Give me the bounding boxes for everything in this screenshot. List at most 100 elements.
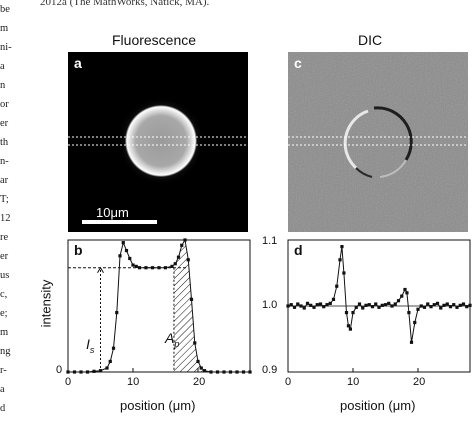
data-point — [289, 303, 293, 307]
data-point — [105, 366, 109, 370]
data-point — [215, 370, 220, 374]
data-point — [344, 311, 349, 315]
data-point — [445, 302, 449, 306]
data-point — [455, 305, 459, 309]
data-point — [118, 254, 122, 258]
data-point — [426, 302, 430, 306]
panel-d-ytick-1.1: 1.1 — [262, 235, 278, 247]
data-point — [364, 303, 368, 307]
is-marker-arrow — [97, 266, 104, 273]
series-line — [287, 246, 471, 343]
data-point — [228, 370, 233, 374]
data-point — [315, 303, 319, 307]
margin-text-line: e; — [0, 308, 8, 319]
data-point — [354, 305, 358, 309]
data-point — [222, 370, 226, 374]
panel-b-xtick-10: 10 — [127, 376, 140, 388]
data-point — [413, 320, 417, 325]
margin-text-line: be — [0, 4, 10, 15]
data-point — [338, 258, 342, 262]
scale-bar-label: 10μm — [96, 205, 129, 220]
panel-d-xtick-20: 20 — [413, 376, 426, 388]
data-point — [235, 370, 239, 374]
margin-text-line: T; — [0, 194, 9, 205]
panel-d-xtick-0: 0 — [285, 376, 292, 388]
data-point — [400, 294, 404, 298]
data-point — [186, 258, 190, 262]
data-point — [461, 302, 466, 306]
margin-text-line: n — [0, 80, 6, 91]
data-point — [299, 304, 303, 308]
margin-text-line: er — [0, 251, 9, 262]
data-point — [468, 303, 472, 307]
data-point — [439, 306, 443, 310]
data-point — [128, 256, 132, 261]
data-point — [248, 370, 252, 374]
data-point — [124, 248, 129, 253]
data-point — [173, 262, 177, 266]
data-point — [442, 303, 446, 307]
data-point — [331, 297, 336, 301]
data-point — [432, 303, 436, 307]
panel-d-plot — [286, 239, 472, 373]
data-point — [193, 341, 197, 345]
margin-text-line: or — [0, 99, 9, 110]
panel-c-label: c — [294, 55, 302, 71]
data-point — [115, 311, 119, 315]
panel-d-ytick-1.0: 1.0 — [262, 299, 278, 311]
data-point — [409, 340, 414, 344]
data-point — [85, 370, 90, 374]
data-point — [312, 305, 316, 309]
margin-text-line: 12 — [0, 213, 11, 224]
data-point — [180, 243, 184, 247]
data-point — [335, 284, 339, 288]
data-point — [405, 291, 409, 295]
panel-a-fluorescence-image — [68, 52, 248, 232]
data-point — [416, 307, 420, 311]
data-point — [318, 302, 323, 306]
margin-text-line: re — [0, 232, 9, 243]
data-point — [72, 370, 77, 374]
data-point — [189, 297, 194, 301]
data-point — [241, 370, 246, 374]
data-point — [458, 303, 462, 307]
data-point — [351, 311, 355, 315]
panel-b-xtick-20: 20 — [193, 376, 206, 388]
margin-text-column: be m ni-a n or er th n-ar T; 12 re er us c, e; m ng r-a d — [0, 0, 36, 424]
margin-text-line: r- — [0, 365, 7, 376]
margin-text-line: us — [0, 270, 10, 281]
data-point — [325, 303, 329, 307]
data-point — [374, 302, 378, 306]
data-point — [393, 302, 397, 306]
data-point — [452, 303, 456, 307]
data-point — [465, 305, 469, 309]
data-point — [387, 301, 391, 305]
margin-text-line: m — [0, 23, 9, 34]
data-point — [134, 264, 138, 268]
data-point — [108, 359, 112, 364]
data-point — [383, 303, 388, 307]
margin-text-line: ng — [0, 346, 11, 357]
margin-text-line: er — [0, 118, 9, 129]
data-point — [296, 302, 300, 306]
ap-hatched-area — [173, 240, 205, 372]
data-point — [111, 346, 116, 350]
data-point — [367, 303, 371, 307]
data-point — [435, 301, 440, 305]
data-point — [131, 263, 135, 267]
data-point — [403, 287, 407, 292]
data-point — [121, 241, 125, 245]
data-point — [390, 304, 394, 308]
panel-d-ytick-0.9: 0.9 — [262, 364, 278, 376]
annotation-is: Is — [86, 336, 95, 355]
margin-text-line: a — [0, 384, 5, 395]
data-point — [79, 370, 83, 374]
data-point — [305, 301, 310, 305]
data-point — [380, 303, 384, 307]
data-point — [209, 370, 213, 374]
panel-b-label: b — [74, 242, 83, 258]
margin-text-line: a — [0, 61, 5, 72]
data-point — [202, 369, 207, 373]
series-line — [68, 238, 250, 373]
